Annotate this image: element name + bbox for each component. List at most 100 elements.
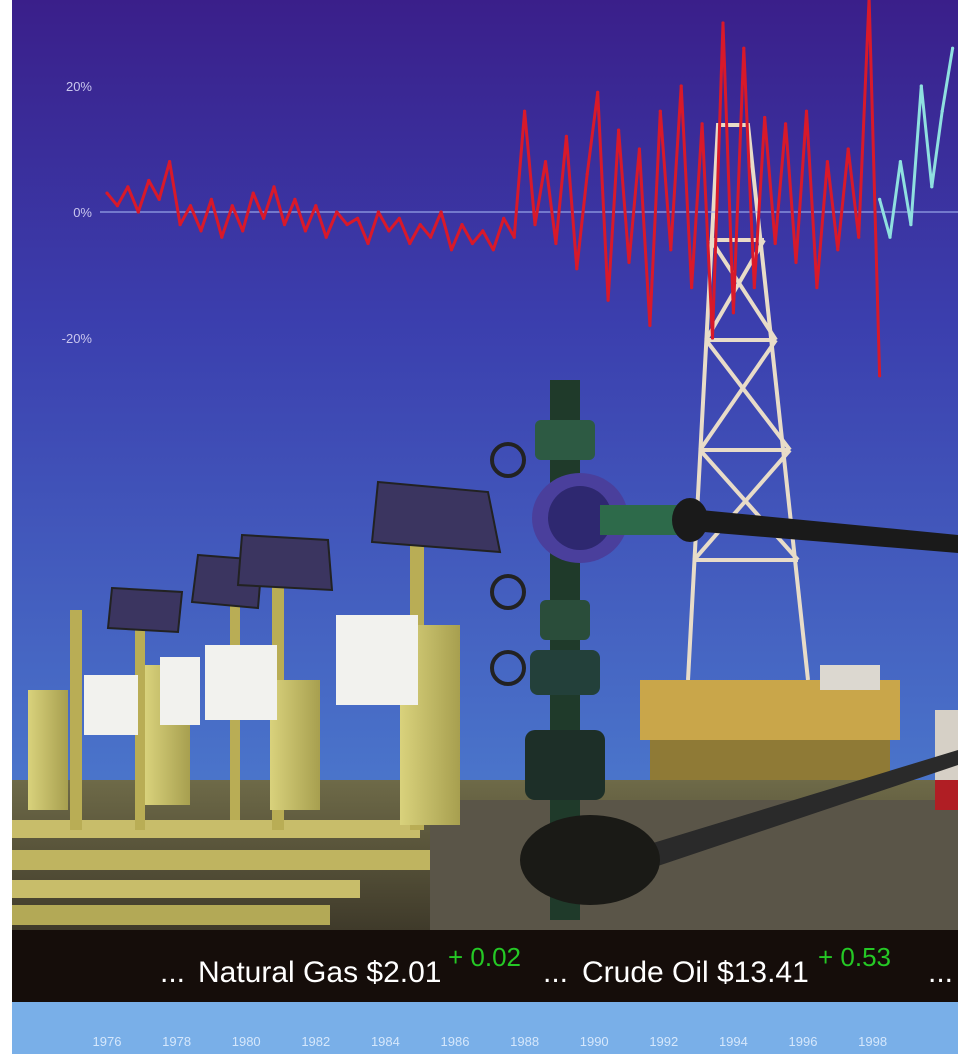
data-point bbox=[731, 311, 736, 315]
data-point bbox=[251, 191, 255, 195]
data-point bbox=[178, 223, 182, 227]
data-point bbox=[804, 109, 809, 113]
x-tick-label: 1992 bbox=[649, 1034, 678, 1049]
data-point bbox=[335, 210, 339, 214]
data-point bbox=[585, 172, 589, 176]
oilfield-photo bbox=[0, 123, 958, 930]
price-change-chart: 20% 0% -20% bbox=[62, 0, 958, 378]
x-tick-label: 1986 bbox=[441, 1034, 470, 1049]
data-point bbox=[794, 260, 798, 264]
data-point bbox=[627, 260, 631, 264]
data-point bbox=[763, 115, 767, 120]
data-point bbox=[470, 241, 474, 246]
crude-oil-change: + 0.53 bbox=[818, 942, 891, 972]
series-line-2 bbox=[878, 47, 955, 239]
ticker-suffix: ... bbox=[928, 956, 953, 989]
data-point bbox=[220, 235, 224, 239]
data-point bbox=[345, 223, 349, 227]
data-point bbox=[554, 241, 558, 246]
x-tick-label: 1984 bbox=[371, 1034, 400, 1049]
data-point bbox=[314, 204, 318, 208]
data-point bbox=[940, 109, 944, 113]
y-axis-ticks: 20% 0% -20% bbox=[62, 79, 93, 346]
data-point bbox=[418, 223, 422, 227]
data-point bbox=[491, 248, 495, 252]
data-point bbox=[752, 286, 756, 290]
price-ticker: ... Natural Gas $2.01 + 0.02 ... Crude O… bbox=[0, 930, 958, 1002]
data-point bbox=[878, 197, 882, 201]
natural-gas-price: Natural Gas $2.01 bbox=[198, 956, 441, 989]
data-point bbox=[168, 160, 172, 164]
data-point bbox=[366, 241, 370, 246]
data-point bbox=[773, 241, 777, 246]
data-point bbox=[815, 286, 819, 290]
data-point bbox=[742, 46, 746, 50]
data-point bbox=[272, 185, 276, 189]
data-point bbox=[209, 197, 213, 201]
x-tick-label: 1980 bbox=[232, 1034, 261, 1049]
data-point bbox=[637, 147, 642, 151]
data-point bbox=[460, 223, 464, 227]
x-tick-label: 1988 bbox=[510, 1034, 539, 1049]
left-border bbox=[0, 0, 12, 1054]
data-point bbox=[617, 128, 621, 132]
wellhead-valve-icon bbox=[490, 380, 708, 920]
data-point bbox=[658, 109, 662, 113]
ticker-background bbox=[0, 930, 958, 1002]
data-point bbox=[387, 229, 391, 233]
x-tick-label: 1990 bbox=[580, 1034, 609, 1049]
data-point bbox=[262, 216, 266, 220]
data-point bbox=[919, 84, 923, 88]
data-point bbox=[105, 191, 109, 195]
data-point bbox=[857, 235, 861, 239]
y-tick-label: 20% bbox=[66, 79, 92, 94]
data-point bbox=[700, 122, 704, 126]
data-point bbox=[230, 204, 234, 208]
data-point bbox=[303, 229, 307, 233]
data-point bbox=[136, 210, 140, 214]
x-tick-label: 1978 bbox=[162, 1034, 191, 1049]
data-point bbox=[564, 134, 569, 138]
x-tick-label: 1996 bbox=[789, 1034, 818, 1049]
data-point bbox=[690, 286, 694, 290]
x-tick-label: 1976 bbox=[93, 1034, 122, 1049]
data-point bbox=[951, 46, 955, 50]
data-point bbox=[157, 197, 161, 201]
data-point bbox=[648, 323, 652, 327]
data-point bbox=[836, 248, 840, 252]
data-point bbox=[784, 122, 788, 126]
data-point bbox=[523, 109, 527, 113]
y-tick-label: 0% bbox=[73, 205, 92, 220]
x-tick-label: 1994 bbox=[719, 1034, 748, 1049]
data-point bbox=[502, 216, 506, 220]
data-point bbox=[449, 248, 454, 252]
data-point bbox=[188, 204, 193, 208]
solar-powered-gas-meter-icon bbox=[28, 480, 502, 830]
y-tick-label: -20% bbox=[62, 331, 93, 346]
data-point bbox=[606, 298, 610, 302]
data-point bbox=[282, 223, 287, 227]
data-point bbox=[397, 216, 401, 220]
data-point bbox=[596, 90, 600, 94]
data-point bbox=[429, 235, 433, 239]
data-point bbox=[669, 248, 673, 252]
data-point bbox=[512, 235, 516, 239]
crude-oil-price: Crude Oil $13.41 bbox=[582, 956, 809, 989]
ticker-separator: ... bbox=[543, 956, 568, 989]
data-point bbox=[710, 336, 715, 340]
data-point bbox=[533, 223, 537, 227]
series-layer bbox=[105, 0, 955, 378]
year-axis-strip bbox=[0, 1002, 958, 1054]
data-point bbox=[199, 229, 203, 233]
data-point bbox=[846, 147, 850, 151]
x-axis-ticks: 1976 1978 1980 1982 1984 1986 1988 1990 1992 1994… bbox=[93, 1034, 888, 1049]
data-point bbox=[439, 210, 443, 214]
pipeline-icon bbox=[0, 508, 958, 925]
data-point bbox=[408, 241, 412, 246]
data-point bbox=[356, 216, 360, 220]
data-point bbox=[543, 160, 548, 164]
data-point bbox=[679, 84, 683, 88]
natural-gas-change: + 0.02 bbox=[448, 942, 521, 972]
data-point bbox=[721, 21, 725, 25]
